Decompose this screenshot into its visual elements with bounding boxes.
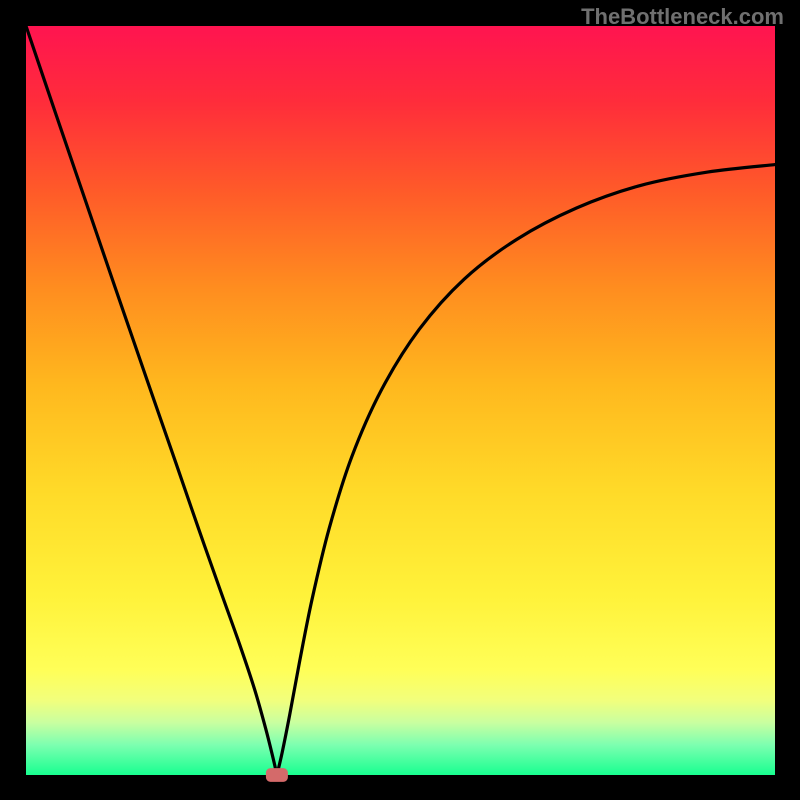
minimum-marker [266, 769, 287, 782]
watermark-label: TheBottleneck.com [581, 4, 784, 30]
plot-area [26, 26, 775, 775]
bottleneck-chart [0, 0, 800, 800]
chart-container: TheBottleneck.com [0, 0, 800, 800]
